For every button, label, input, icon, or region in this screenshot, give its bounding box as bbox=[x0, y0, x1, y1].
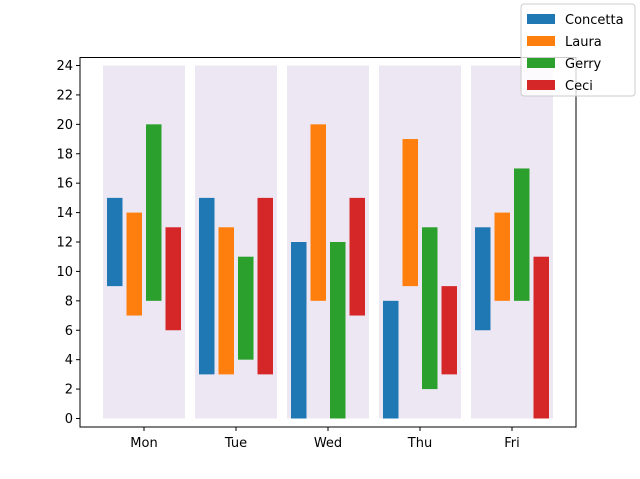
bar-gerry-fri bbox=[514, 168, 530, 301]
bar-gerry-mon bbox=[146, 124, 162, 301]
y-tick-label: 8 bbox=[65, 294, 73, 309]
y-tick-label: 18 bbox=[56, 147, 73, 162]
bar-concetta-tue bbox=[199, 197, 215, 375]
bar-concetta-fri bbox=[475, 227, 491, 331]
legend-box bbox=[520, 3, 636, 97]
legend-label-laura: Laura bbox=[565, 35, 602, 50]
y-tick-label: 2 bbox=[65, 383, 73, 398]
legend: Concetta Laura Gerry Ceci bbox=[520, 3, 636, 97]
y-tick-label: 4 bbox=[65, 353, 73, 368]
x-tick-label: Wed bbox=[314, 436, 342, 451]
bar-concetta-mon bbox=[107, 197, 123, 287]
y-tick-label: 12 bbox=[56, 236, 73, 251]
y-tick-label: 20 bbox=[56, 118, 73, 133]
bar-gerry-wed bbox=[330, 242, 346, 419]
x-tick-label: Fri bbox=[504, 436, 520, 451]
x-tick-label: Mon bbox=[130, 436, 157, 451]
bar-ceci-thu bbox=[441, 286, 457, 375]
y-tick-label: 6 bbox=[65, 324, 73, 339]
bar-laura-mon bbox=[126, 212, 142, 316]
bar-gerry-thu bbox=[422, 227, 438, 390]
legend-label-gerry: Gerry bbox=[565, 57, 602, 72]
y-tick-label: 22 bbox=[56, 88, 73, 103]
bar-ceci-tue bbox=[257, 197, 273, 375]
bar-ceci-mon bbox=[165, 227, 181, 331]
y-tick-label: 10 bbox=[56, 265, 73, 280]
legend-label-concetta: Concetta bbox=[565, 13, 624, 28]
y-tick-label: 14 bbox=[56, 206, 73, 221]
x-axis: Mon Tue Wed Thu Fri bbox=[130, 427, 520, 451]
legend-swatch-gerry bbox=[527, 58, 555, 68]
y-tick-label: 0 bbox=[65, 412, 73, 427]
bar-ceci-fri bbox=[533, 256, 549, 419]
y-tick-label: 16 bbox=[56, 177, 73, 192]
bar-laura-thu bbox=[402, 139, 418, 287]
bar-gerry-tue bbox=[238, 256, 254, 360]
bar-laura-fri bbox=[494, 212, 510, 301]
y-tick-label: 24 bbox=[56, 59, 73, 74]
legend-swatch-ceci bbox=[527, 80, 555, 90]
bar-laura-wed bbox=[310, 124, 326, 301]
x-tick-label: Tue bbox=[224, 436, 247, 451]
legend-label-ceci: Ceci bbox=[565, 79, 593, 94]
bars bbox=[107, 124, 549, 419]
bar-ceci-wed bbox=[349, 197, 365, 316]
bar-laura-tue bbox=[218, 227, 234, 375]
legend-swatch-laura bbox=[527, 36, 555, 46]
bar-concetta-wed bbox=[291, 242, 307, 419]
x-tick-label: Thu bbox=[407, 436, 432, 451]
bar-concetta-thu bbox=[383, 300, 399, 419]
legend-swatch-concetta bbox=[527, 14, 555, 24]
